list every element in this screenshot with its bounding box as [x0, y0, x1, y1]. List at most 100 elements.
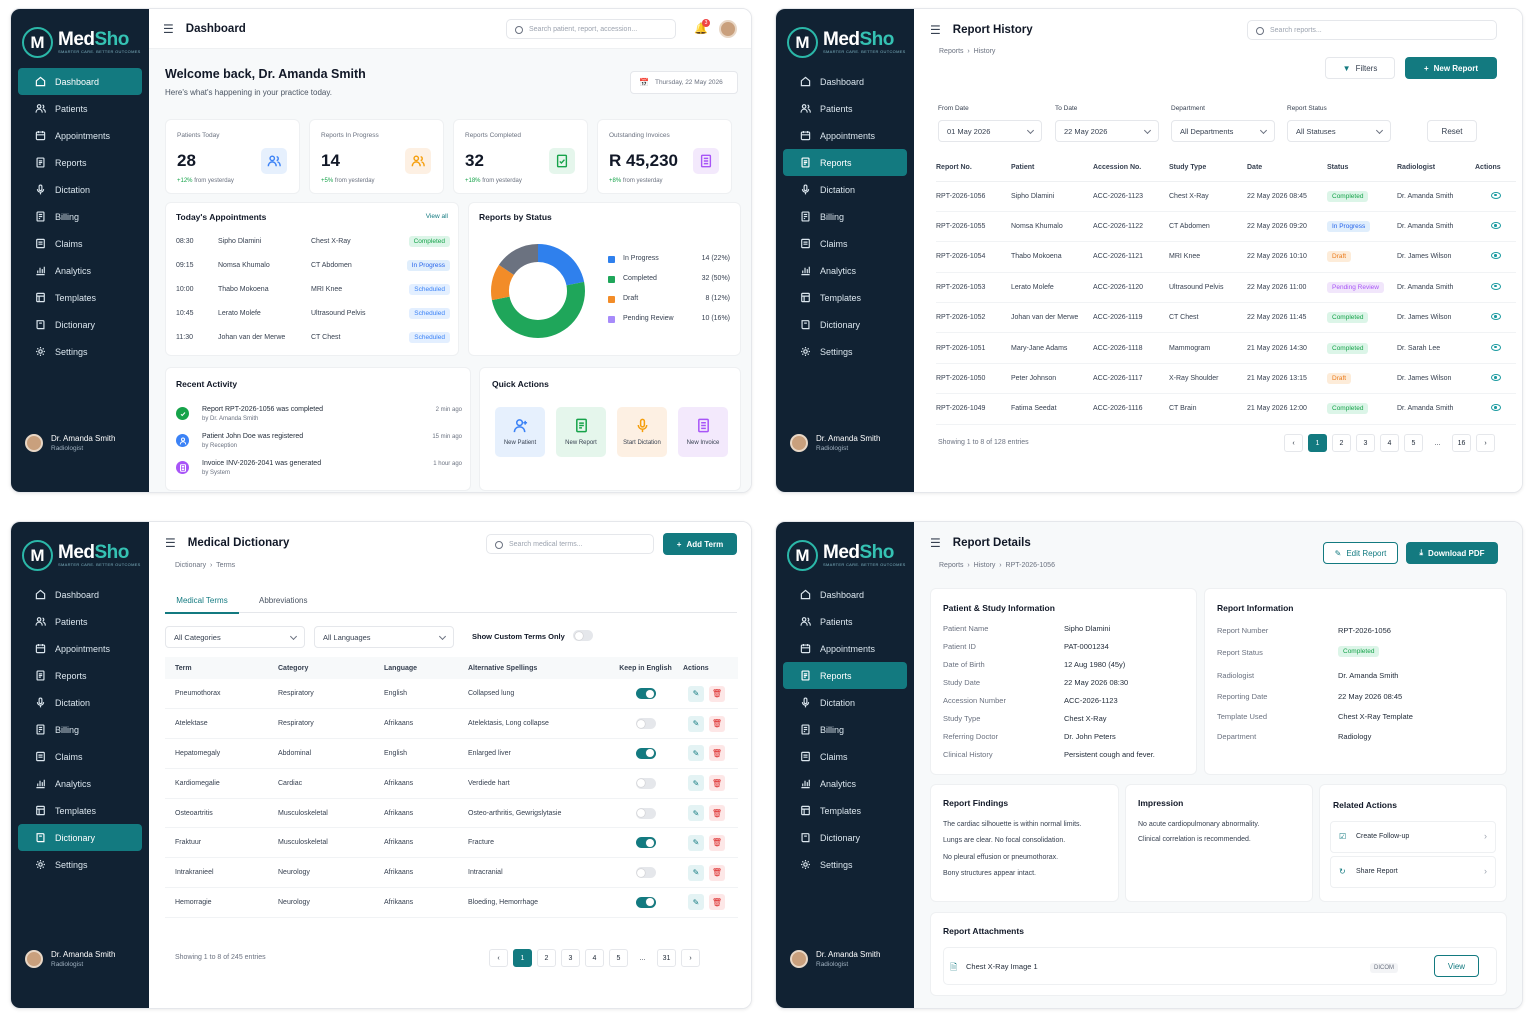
view-attachment-button[interactable]: View [1434, 955, 1479, 977]
edit-icon[interactable]: ✎ [688, 745, 704, 762]
trash-icon[interactable]: 🗑 [709, 715, 725, 732]
eye-icon[interactable] [1490, 404, 1501, 412]
sidebar-item-appointments[interactable]: Appointments [783, 635, 907, 662]
sidebar-item-billing[interactable]: Billing [783, 716, 907, 743]
page-button[interactable]: 4 [1380, 434, 1399, 452]
menu-icon[interactable]: ☰ [165, 536, 176, 550]
user-profile[interactable]: Dr. Amanda Smith Radiologist [790, 950, 880, 968]
page-button[interactable]: 2 [537, 949, 556, 967]
search-input[interactable]: Search reports... [1247, 20, 1497, 40]
sidebar-item-claims[interactable]: Claims [783, 743, 907, 770]
sidebar-item-dictionary[interactable]: Dictionary [783, 824, 907, 851]
breadcrumb-reports[interactable]: Reports [939, 562, 964, 569]
next-page-button[interactable]: › [1476, 434, 1495, 452]
edit-icon[interactable]: ✎ [688, 894, 704, 911]
keep-english-toggle[interactable] [635, 896, 656, 908]
stat-card[interactable]: Reports Completed 32 +18% from yesterday [453, 119, 588, 194]
donut-slice-draft[interactable] [491, 264, 514, 301]
category-select[interactable]: All Categories [165, 626, 305, 648]
eye-icon[interactable] [1490, 343, 1501, 351]
edit-icon[interactable]: ✎ [688, 685, 704, 702]
sidebar-item-dictionary[interactable]: Dictionary [783, 311, 907, 338]
eye-icon[interactable] [1490, 222, 1501, 230]
sidebar-item-patients[interactable]: Patients [783, 95, 907, 122]
sidebar-item-reports[interactable]: Reports [783, 662, 907, 689]
page-button[interactable]: 16 [1452, 434, 1471, 452]
menu-icon[interactable]: ☰ [163, 21, 174, 36]
page-button[interactable]: 1 [1308, 434, 1327, 452]
table-row[interactable]: Hemorragie Neurology Afrikaans Bloeding,… [165, 888, 738, 918]
trash-icon[interactable]: 🗑 [709, 894, 725, 911]
page-button[interactable]: 2 [1332, 434, 1351, 452]
sidebar-item-patients[interactable]: Patients [18, 95, 142, 122]
trash-icon[interactable]: 🗑 [709, 745, 725, 762]
table-row[interactable]: Fraktuur Musculoskeletal Afrikaans Fract… [165, 828, 738, 858]
keep-english-toggle[interactable] [635, 718, 656, 730]
table-row[interactable]: Hepatomegaly Abdominal English Enlarged … [165, 739, 738, 769]
stat-card[interactable]: Reports In Progress 14 +5% from yesterda… [309, 119, 444, 194]
sidebar-item-dashboard[interactable]: Dashboard [18, 68, 142, 95]
keep-english-toggle[interactable] [635, 807, 656, 819]
activity-item[interactable]: Invoice INV-2026-2041 was generated by S… [176, 460, 462, 482]
activity-item[interactable]: Report RPT-2026-1056 was completed by Dr… [176, 406, 462, 428]
page-button[interactable]: 31 [657, 949, 676, 967]
sidebar-item-settings[interactable]: Settings [783, 851, 907, 878]
sidebar-item-dictation[interactable]: Dictation [783, 176, 907, 203]
tab-medical-terms[interactable]: Medical Terms [165, 596, 239, 614]
table-row[interactable]: RPT-2026-1054 Thabo Mokoena ACC-2026-112… [936, 242, 1516, 273]
table-row[interactable]: Kardiomegalie Cardiac Afrikaans Verdiede… [165, 768, 738, 799]
eye-icon[interactable] [1490, 252, 1501, 260]
edit-icon[interactable]: ✎ [688, 775, 704, 792]
sidebar-item-patients[interactable]: Patients [783, 608, 907, 635]
table-row[interactable]: RPT-2026-1050 Peter Johnson ACC-2026-111… [936, 363, 1516, 394]
status-select[interactable]: All Statuses [1287, 120, 1391, 142]
sidebar-item-analytics[interactable]: Analytics [18, 257, 142, 284]
sidebar-item-dashboard[interactable]: Dashboard [18, 581, 142, 608]
table-row[interactable]: RPT-2026-1056 Sipho Dlamini ACC-2026-112… [936, 181, 1516, 212]
reset-button[interactable]: Reset [1427, 120, 1477, 142]
stat-card[interactable]: Outstanding Invoices R 45,230 +8% from y… [597, 119, 732, 194]
language-select[interactable]: All Languages [314, 626, 454, 648]
to-date-input[interactable]: 22 May 2026 [1055, 120, 1159, 142]
sidebar-item-billing[interactable]: Billing [18, 716, 142, 743]
prev-page-button[interactable]: ‹ [489, 949, 508, 967]
page-button[interactable]: 4 [585, 949, 604, 967]
sidebar-item-reports[interactable]: Reports [18, 149, 142, 176]
appointment-row[interactable]: 11:30 Johan van der Merwe CT Chest Sched… [176, 332, 450, 348]
quick-action-new-report[interactable]: New Report [556, 407, 606, 457]
eye-icon[interactable] [1490, 313, 1501, 321]
donut-slice-pending-review[interactable] [498, 244, 538, 275]
edit-icon[interactable]: ✎ [688, 805, 704, 822]
sidebar-item-templates[interactable]: Templates [783, 797, 907, 824]
sidebar-item-dictation[interactable]: Dictation [783, 689, 907, 716]
avatar[interactable] [719, 20, 737, 38]
sidebar-item-claims[interactable]: Claims [783, 230, 907, 257]
view-all-link[interactable]: View all [425, 213, 448, 220]
user-profile[interactable]: Dr. Amanda Smith Radiologist [790, 434, 880, 452]
page-button[interactable]: 1 [513, 949, 532, 967]
appointment-row[interactable]: 10:00 Thabo Mokoena MRI Knee Scheduled [176, 284, 450, 300]
custom-terms-toggle[interactable] [573, 630, 593, 641]
edit-icon[interactable]: ✎ [688, 864, 704, 881]
keep-english-toggle[interactable] [635, 747, 656, 759]
sidebar-item-analytics[interactable]: Analytics [18, 770, 142, 797]
trash-icon[interactable]: 🗑 [709, 805, 725, 822]
trash-icon[interactable]: 🗑 [709, 775, 725, 792]
attachment-item[interactable]: 🗎 Chest X-Ray Image 1 DICOM View [943, 947, 1497, 985]
search-input[interactable]: Search medical terms... [486, 534, 654, 554]
download-pdf-button[interactable]: ⤓ Download PDF [1406, 542, 1498, 564]
sidebar-item-templates[interactable]: Templates [18, 797, 142, 824]
sidebar-item-claims[interactable]: Claims [18, 743, 142, 770]
table-row[interactable]: RPT-2026-1052 Johan van der Merwe ACC-20… [936, 303, 1516, 333]
table-row[interactable]: RPT-2026-1053 Lerato Molefe ACC-2026-112… [936, 272, 1516, 303]
page-button[interactable]: 5 [609, 949, 628, 967]
sidebar-item-billing[interactable]: Billing [783, 203, 907, 230]
user-profile[interactable]: Dr. Amanda Smith Radiologist [25, 950, 115, 968]
sidebar-item-dictation[interactable]: Dictation [18, 176, 142, 203]
sidebar-item-patients[interactable]: Patients [18, 608, 142, 635]
department-select[interactable]: All Departments [1171, 120, 1275, 142]
add-term-button[interactable]: + Add Term [663, 533, 737, 555]
sidebar-item-reports[interactable]: Reports [783, 149, 907, 176]
table-row[interactable]: RPT-2026-1049 Fatima Seedat ACC-2026-111… [936, 394, 1516, 425]
appointment-row[interactable]: 10:45 Lerato Molefe Ultrasound Pelvis Sc… [176, 308, 450, 324]
